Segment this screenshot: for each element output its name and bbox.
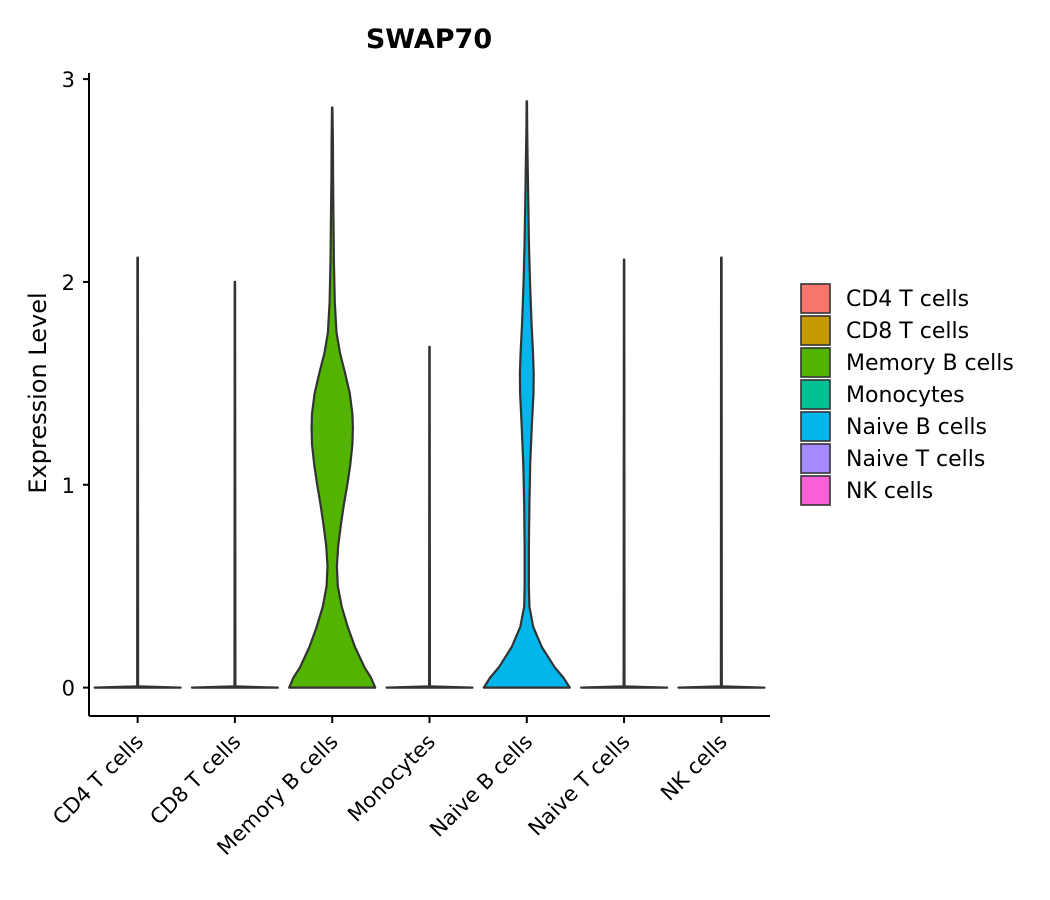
legend-label: CD4 T cells [846, 287, 969, 312]
legend-item-nk-cells: NK cells [800, 475, 933, 506]
legend-swatch [800, 315, 831, 346]
y-tick-label: 0 [62, 677, 75, 701]
x-tick-label-monocytes: Monocytes [343, 730, 440, 827]
chart-title: SWAP70 [366, 24, 492, 55]
violin-cd4-t-cells [93, 256, 182, 689]
legend-swatch [800, 475, 831, 506]
legend-swatch [800, 379, 831, 410]
legend: CD4 T cells CD8 T cells Memory B cells Mono… [800, 283, 1014, 506]
legend-item-cd8-t-cells: CD8 T cells [800, 315, 969, 346]
violin-naive-b-cells [482, 100, 571, 689]
violin-nk-cells [677, 256, 766, 689]
legend-item-naive-t-cells: Naive T cells [800, 443, 985, 474]
legend-item-monocytes: Monocytes [800, 379, 965, 410]
legend-label: CD8 T cells [846, 319, 969, 344]
legend-swatch [800, 283, 831, 314]
x-tick-label-cd8-t-cells: CD8 T cells [145, 730, 245, 830]
legend-swatch [800, 443, 831, 474]
legend-item-naive-b-cells: Naive B cells [800, 411, 987, 442]
y-tick-label: 1 [62, 474, 75, 498]
y-axis-title: Expression Level [24, 292, 52, 493]
violin-cd8-t-cells [190, 280, 279, 689]
y-tick-label: 2 [62, 271, 75, 295]
legend-label: Memory B cells [846, 351, 1014, 376]
x-tick-label-naive-t-cells: Naive T cells [524, 730, 635, 841]
x-tick-label-nk-cells: NK cells [656, 730, 732, 806]
x-tick-label-naive-b-cells: Naive B cells [425, 730, 537, 842]
legend-swatch [800, 411, 831, 442]
legend-item-memory-b-cells: Memory B cells [800, 347, 1014, 378]
violin-memory-b-cells [288, 106, 377, 689]
legend-item-cd4-t-cells: CD4 T cells [800, 283, 969, 314]
x-tick-label-cd4-t-cells: CD4 T cells [48, 730, 148, 830]
violin-naive-t-cells [580, 258, 669, 689]
legend-swatch [800, 347, 831, 378]
violin-monocytes [385, 345, 474, 689]
violin-layer [93, 100, 766, 689]
y-tick-label: 3 [62, 68, 75, 92]
legend-label: NK cells [846, 479, 933, 504]
legend-label: Naive B cells [846, 415, 987, 440]
legend-label: Monocytes [846, 383, 965, 408]
legend-label: Naive T cells [846, 447, 985, 472]
